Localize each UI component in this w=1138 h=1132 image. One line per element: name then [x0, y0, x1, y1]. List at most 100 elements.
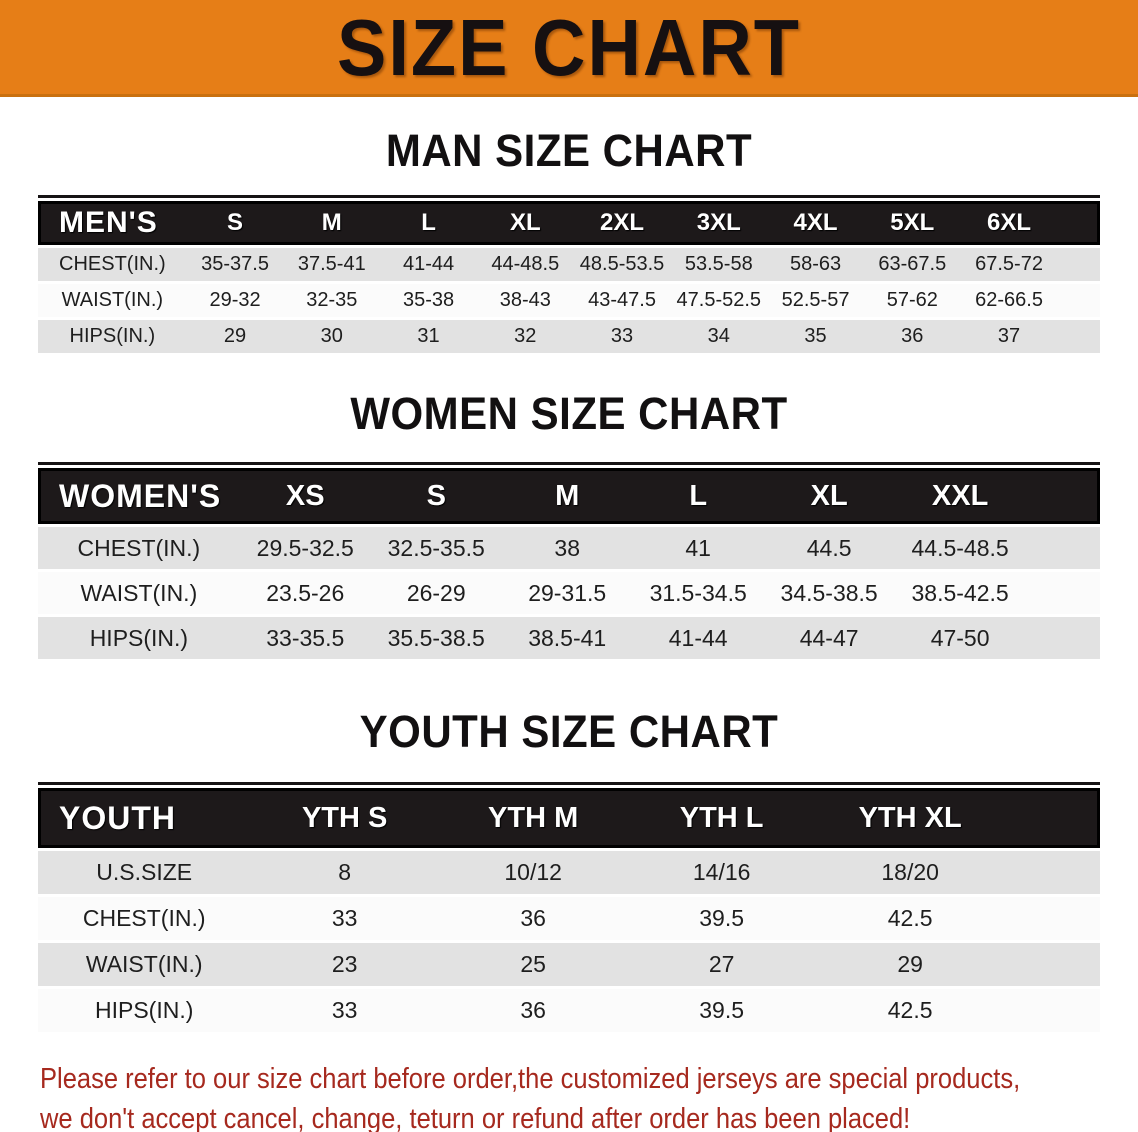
value-cell: 29.5-32.5: [239, 527, 371, 569]
value-cell: 38.5-41: [501, 617, 633, 659]
women-size-table-wrap: WOMEN'S XS S M L XL XXL CHEST(IN.) 29.5-32.5 32.5…: [38, 462, 1100, 662]
section-youth-size-chart: YOUTH SIZE CHART YOUTH YTH S YTH M YTH L YTH…: [38, 706, 1100, 1035]
value-cell: 33: [250, 897, 439, 940]
value-cell: 67.5-72: [960, 248, 1058, 281]
value-cell: 36: [438, 897, 628, 940]
measurement-row: HIPS(IN.) 29 30 31 32 33 34 35 36 37: [38, 320, 1100, 353]
size-column-header: L: [632, 468, 764, 524]
spacer-cell: [1057, 201, 1100, 245]
value-cell: 38: [501, 527, 633, 569]
value-cell: 18/20: [815, 851, 1005, 894]
men-chart-heading: MAN SIZE CHART: [385, 125, 753, 176]
value-cell: 32-35: [283, 284, 381, 317]
section-women-size-chart: WOMEN SIZE CHART WOMEN'S XS S M L XL XXL CHEST(…: [38, 388, 1100, 662]
spacer-cell: [1025, 468, 1100, 524]
size-column-header: XXL: [894, 468, 1026, 524]
size-column-header: YTH S: [250, 788, 439, 848]
measurement-row: CHEST(IN.) 29.5-32.5 32.5-35.5 38 41 44.5 44.5…: [38, 527, 1100, 569]
men-size-table: MEN'S S M L XL 2XL 3XL 4XL 5XL 6XL CHEST(IN.) 35-37…: [38, 198, 1100, 356]
value-cell: 48.5-53.5: [573, 248, 671, 281]
measurement-row: U.S.SIZE 8 10/12 14/16 18/20: [38, 851, 1100, 894]
size-column-header: M: [501, 468, 633, 524]
youth-size-table: YOUTH YTH S YTH M YTH L YTH XL U.S.SIZE 8 10/12…: [38, 785, 1100, 1035]
value-cell: 29-31.5: [501, 572, 633, 614]
men-size-table-wrap: MEN'S S M L XL 2XL 3XL 4XL 5XL 6XL CHEST(IN.) 35-37…: [38, 195, 1100, 356]
size-column-header: YTH M: [438, 788, 628, 848]
value-cell: 47.5-52.5: [670, 284, 768, 317]
table-corner-label: WOMEN'S: [38, 468, 240, 524]
value-cell: 44-47: [763, 617, 895, 659]
value-cell: 34: [670, 320, 768, 353]
value-cell: 39.5: [627, 897, 816, 940]
value-cell: 23.5-26: [239, 572, 371, 614]
spacer-cell: [1057, 320, 1100, 353]
value-cell: 39.5: [627, 989, 816, 1032]
spacer-cell: [1004, 788, 1100, 848]
size-column-header: 5XL: [863, 201, 961, 245]
row-label: U.S.SIZE: [38, 851, 251, 894]
value-cell: 62-66.5: [960, 284, 1058, 317]
value-cell: 33: [250, 989, 439, 1032]
size-column-header: XL: [763, 468, 895, 524]
row-label: HIPS(IN.): [38, 320, 187, 353]
value-cell: 36: [438, 989, 628, 1032]
value-cell: 38.5-42.5: [894, 572, 1026, 614]
value-cell: 27: [627, 943, 816, 986]
value-cell: 30: [283, 320, 381, 353]
size-column-header: 2XL: [573, 201, 671, 245]
size-column-header: S: [370, 468, 502, 524]
women-chart-heading: WOMEN SIZE CHART: [350, 388, 788, 439]
value-cell: 52.5-57: [767, 284, 864, 317]
spacer-cell: [1025, 527, 1100, 569]
row-label: CHEST(IN.): [38, 248, 187, 281]
size-table-header-row: MEN'S S M L XL 2XL 3XL 4XL 5XL 6XL: [38, 201, 1100, 245]
size-column-header: S: [186, 201, 284, 245]
value-cell: 29: [815, 943, 1005, 986]
order-policy-note: Please refer to our size chart before or…: [0, 1059, 1138, 1132]
value-cell: 26-29: [370, 572, 502, 614]
policy-note-line: we don't accept cancel, change, teturn o…: [40, 1103, 911, 1132]
size-column-header: XL: [476, 201, 574, 245]
row-label: WAIST(IN.): [38, 284, 187, 317]
measurement-row: HIPS(IN.) 33-35.5 35.5-38.5 38.5-41 41-44 44-…: [38, 617, 1100, 659]
value-cell: 14/16: [627, 851, 816, 894]
value-cell: 34.5-38.5: [763, 572, 895, 614]
value-cell: 10/12: [438, 851, 628, 894]
value-cell: 53.5-58: [670, 248, 768, 281]
spacer-cell: [1004, 989, 1100, 1032]
value-cell: 35.5-38.5: [370, 617, 502, 659]
measurement-row: CHEST(IN.) 35-37.5 37.5-41 41-44 44-48.5 48.5…: [38, 248, 1100, 281]
size-table-header-row: YOUTH YTH S YTH M YTH L YTH XL: [38, 788, 1100, 848]
size-column-header: YTH XL: [815, 788, 1005, 848]
row-label: WAIST(IN.): [38, 943, 251, 986]
value-cell: 23: [250, 943, 439, 986]
size-column-header: L: [380, 201, 477, 245]
row-label: HIPS(IN.): [38, 617, 240, 659]
value-cell: 36: [863, 320, 961, 353]
value-cell: 38-43: [476, 284, 574, 317]
value-cell: 37: [960, 320, 1058, 353]
spacer-cell: [1004, 851, 1100, 894]
value-cell: 44.5: [763, 527, 895, 569]
spacer-cell: [1057, 284, 1100, 317]
youth-chart-heading: YOUTH SIZE CHART: [359, 706, 779, 757]
value-cell: 42.5: [815, 989, 1005, 1032]
spacer-cell: [1025, 572, 1100, 614]
spacer-cell: [1057, 248, 1100, 281]
measurement-row: WAIST(IN.) 23 25 27 29: [38, 943, 1100, 986]
value-cell: 32: [476, 320, 574, 353]
size-column-header: 3XL: [670, 201, 768, 245]
value-cell: 44-48.5: [476, 248, 574, 281]
section-men-size-chart: MAN SIZE CHART MEN'S S M L XL 2XL 3XL 4XL 5XL 6XL…: [38, 125, 1100, 356]
row-label: CHEST(IN.): [38, 897, 251, 940]
spacer-cell: [1004, 897, 1100, 940]
value-cell: 43-47.5: [573, 284, 671, 317]
policy-note-line: Please refer to our size chart before or…: [40, 1063, 1021, 1095]
value-cell: 33: [573, 320, 671, 353]
row-label: WAIST(IN.): [38, 572, 240, 614]
value-cell: 29: [186, 320, 284, 353]
size-column-header: XS: [239, 468, 371, 524]
size-column-header: 6XL: [960, 201, 1058, 245]
table-corner-label: MEN'S: [38, 201, 187, 245]
value-cell: 47-50: [894, 617, 1026, 659]
